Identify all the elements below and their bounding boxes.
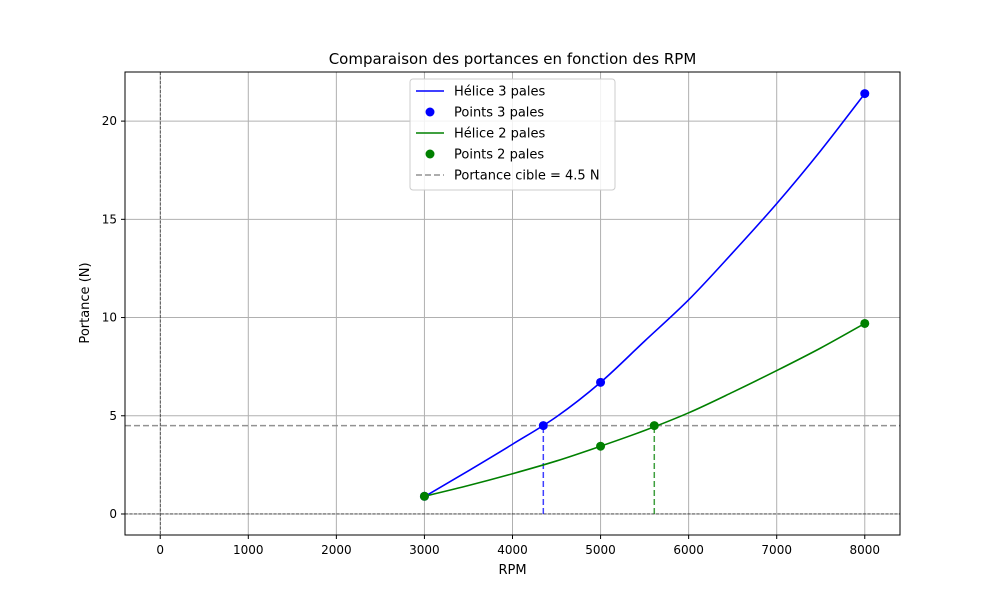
y-tick-label: 15 <box>102 212 117 226</box>
data-point <box>649 421 659 431</box>
legend-box <box>409 78 616 191</box>
x-tick-label: 8000 <box>849 543 880 557</box>
data-point <box>860 89 870 99</box>
legend-label: Hélice 3 pales <box>454 85 546 100</box>
y-tick-label: 10 <box>102 311 117 325</box>
legend-label: Points 2 pales <box>454 148 544 163</box>
legend: Hélice 3 pales Points 3 pales Hélice 2 pal… <box>409 78 616 191</box>
series-curve <box>424 322 866 498</box>
data-point <box>596 441 606 451</box>
tick-layer: 0 1000 2000 3000 4000 5000 6000 7000 8000 0 5 10 15 2… <box>102 114 880 557</box>
series-curve <box>424 93 866 498</box>
y-tick-label: 0 <box>109 507 117 521</box>
legend-label: Portance cible = 4.5 N <box>454 169 600 184</box>
x-tick-label: 3000 <box>409 543 440 557</box>
x-tick-label: 7000 <box>761 543 792 557</box>
legend-label: Hélice 2 pales <box>454 127 546 142</box>
x-tick-label: 0 <box>156 543 164 557</box>
reference-lines <box>125 72 900 535</box>
y-tick-label: 5 <box>109 409 117 423</box>
chart-title: Comparaison des portances en fonction de… <box>329 50 697 68</box>
data-point <box>596 377 606 387</box>
legend-label: Points 3 pales <box>454 106 544 121</box>
x-tick-label: 1000 <box>233 543 264 557</box>
x-tick-label: 4000 <box>497 543 528 557</box>
data-point <box>538 421 548 431</box>
y-tick-label: 20 <box>102 114 117 128</box>
y-axis-label: Portance (N) <box>78 262 93 343</box>
x-tick-label: 6000 <box>673 543 704 557</box>
series-layer <box>419 89 870 501</box>
data-point <box>419 491 429 501</box>
x-tick-label: 2000 <box>321 543 352 557</box>
x-axis-label: RPM <box>498 563 526 578</box>
data-point <box>860 318 870 328</box>
x-tick-label: 5000 <box>585 543 616 557</box>
legend-marker <box>425 149 435 159</box>
legend-marker <box>425 107 435 117</box>
